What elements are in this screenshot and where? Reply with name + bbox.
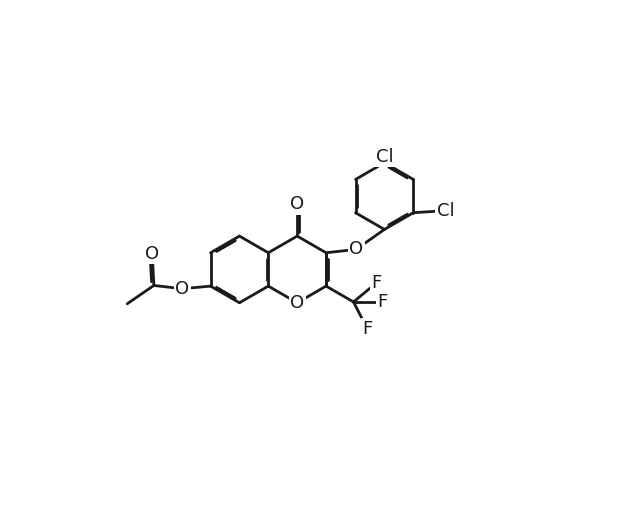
Text: F: F bbox=[362, 320, 372, 338]
Text: O: O bbox=[175, 280, 189, 298]
Text: O: O bbox=[145, 245, 159, 263]
Text: O: O bbox=[290, 294, 304, 312]
Text: Cl: Cl bbox=[437, 202, 454, 220]
Text: F: F bbox=[371, 273, 381, 292]
Text: O: O bbox=[290, 195, 304, 213]
Text: F: F bbox=[378, 293, 388, 311]
Text: Cl: Cl bbox=[376, 147, 393, 165]
Text: O: O bbox=[349, 240, 363, 259]
